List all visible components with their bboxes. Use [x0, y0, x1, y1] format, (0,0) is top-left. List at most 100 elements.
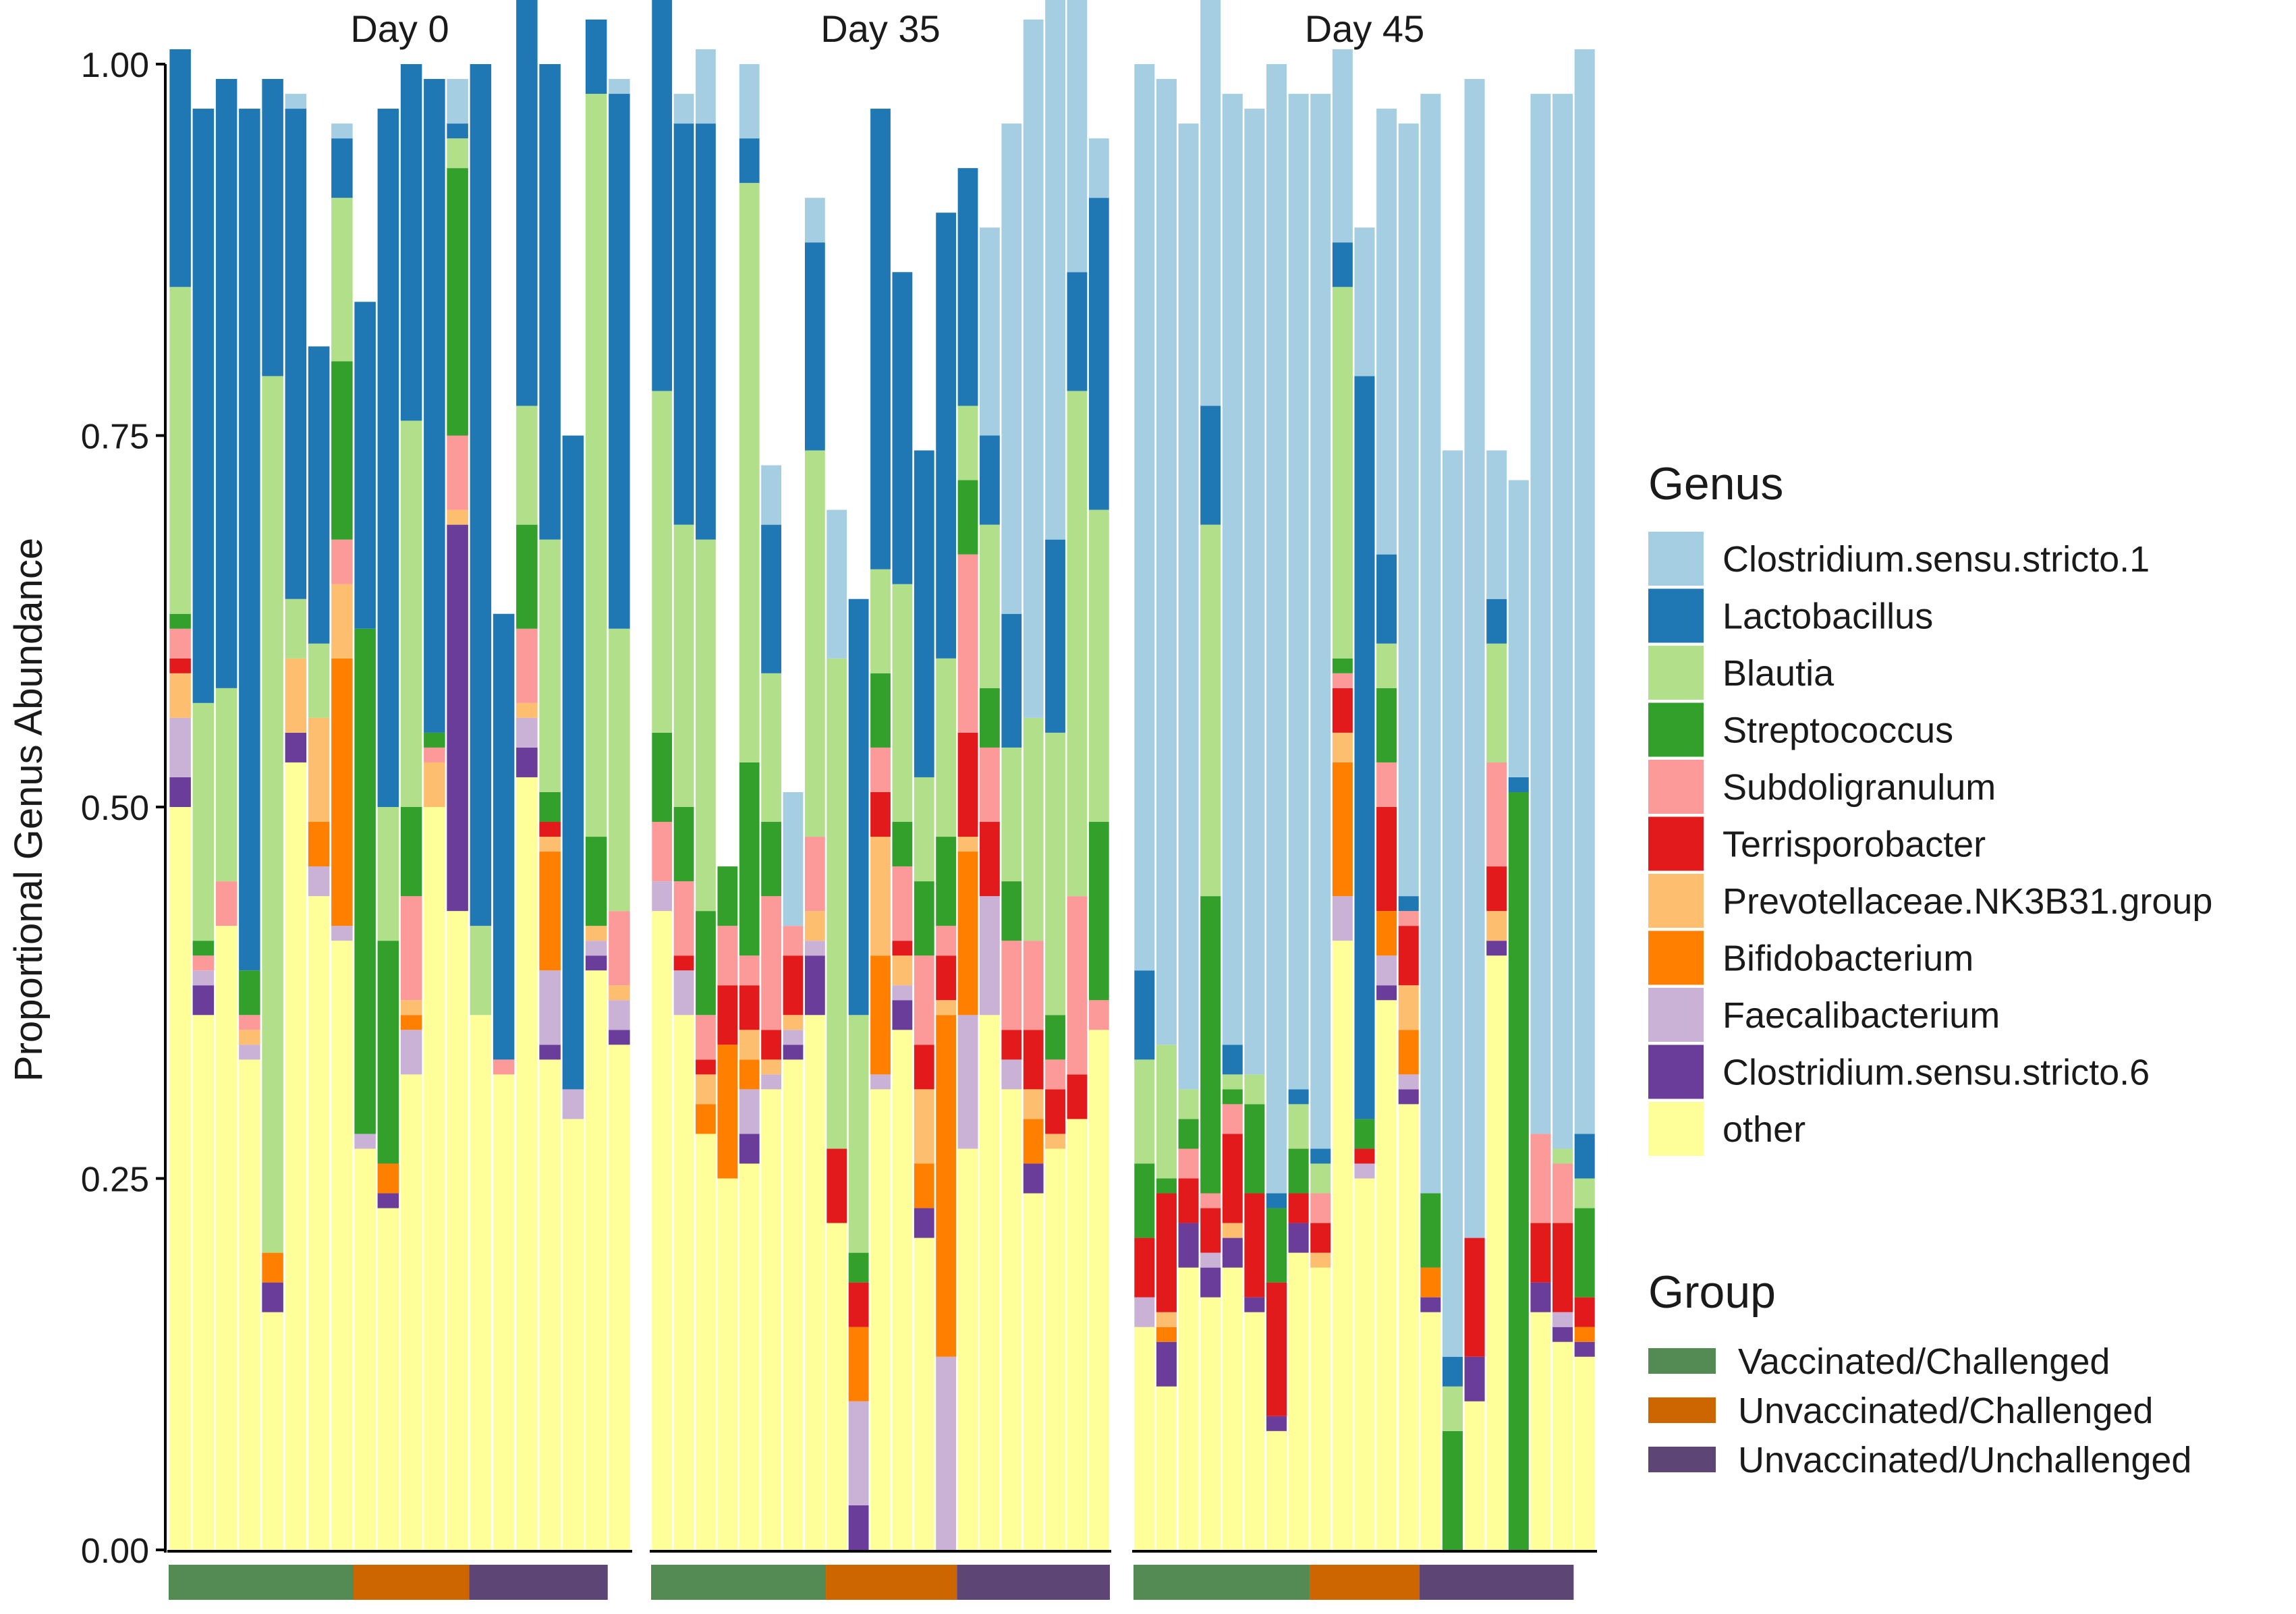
- legend-label-genus: other: [1723, 1109, 1805, 1150]
- bar-segment-streptococcus: [1134, 1163, 1155, 1238]
- legend-label-group: Vaccinated/Challenged: [1738, 1341, 2110, 1382]
- bar-segment-blautia: [400, 420, 422, 807]
- bar-segment-faecalibacterium: [652, 881, 673, 912]
- sample-bar: [1420, 94, 1441, 1550]
- bar-segment-other: [957, 1148, 978, 1550]
- bar-segment-streptococcus: [539, 791, 561, 823]
- bar-segment-prevotellaceae-nk3b31-group: [1310, 1252, 1331, 1268]
- bar-segment-bifidobacterium: [936, 1015, 957, 1357]
- bar-segment-other: [331, 941, 353, 1550]
- legend-key-genus: [1648, 702, 1704, 757]
- bar-segment-subdoligranulum: [696, 1015, 716, 1060]
- bar-segment-terrisporobacter: [761, 1030, 781, 1060]
- legend-label-genus: Streptococcus: [1723, 711, 1953, 751]
- bar-segment-blautia: [761, 673, 781, 823]
- bar-segment-clostridium-sensu-stricto-1: [1354, 227, 1375, 377]
- bar-segment-subdoligranulum: [1178, 1148, 1199, 1179]
- bar-segment-subdoligranulum: [1310, 1193, 1331, 1223]
- bar-segment-lactobacillus: [354, 302, 376, 629]
- bar-segment-terrisporobacter: [1376, 807, 1397, 912]
- bar-segment-terrisporobacter: [1552, 1223, 1573, 1312]
- sample-bar: [1376, 109, 1397, 1550]
- sample-bar: [585, 19, 607, 1550]
- bar-segment-blautia: [1200, 524, 1221, 897]
- sample-bar: [1530, 94, 1551, 1550]
- bar-segment-clostridium-sensu-stricto-1: [761, 465, 781, 525]
- sample-bar: [936, 213, 957, 1550]
- bar-segment-blautia: [331, 198, 353, 362]
- bar-segment-terrisporobacter: [1178, 1178, 1199, 1223]
- bar-segment-other: [1398, 1104, 1419, 1550]
- bar-segment-subdoligranulum: [1530, 1134, 1551, 1223]
- bar-segment-subdoligranulum: [1376, 762, 1397, 807]
- bar-segment-blautia: [169, 287, 191, 614]
- sample-bar: [1067, 0, 1088, 1550]
- sample-bar: [980, 227, 1000, 1550]
- legend-label-group: Unvaccinated/Challenged: [1738, 1391, 2153, 1431]
- legend-key-genus: [1648, 1045, 1704, 1099]
- bar-segment-subdoligranulum: [936, 926, 957, 956]
- bar-segment-lactobacillus: [400, 64, 422, 421]
- bar-segment-other: [285, 762, 307, 1550]
- bar-segment-streptococcus: [1045, 1015, 1065, 1060]
- bar-segment-terrisporobacter: [1310, 1223, 1331, 1253]
- sample-bar: [870, 109, 891, 1550]
- bar-segment-subdoligranulum: [804, 837, 825, 912]
- bar-segment-lactobacillus: [739, 138, 760, 184]
- bar-segment-lactobacillus: [914, 450, 934, 777]
- bar-segment-bifidobacterium: [696, 1104, 716, 1134]
- bar-segment-subdoligranulum: [1045, 1059, 1065, 1090]
- bar-segment-subdoligranulum: [870, 747, 891, 792]
- bar-segment-bifidobacterium: [957, 852, 978, 1015]
- bar-segment-other: [1244, 1312, 1265, 1550]
- legend-key-genus: [1648, 646, 1704, 700]
- bar-segment-terrisporobacter: [1023, 1030, 1044, 1090]
- bar-segment-subdoligranulum: [1486, 762, 1507, 867]
- bar-segment-other: [1464, 1401, 1485, 1550]
- sample-bar: [1442, 450, 1463, 1550]
- bar-segment-faecalibacterium: [936, 1356, 957, 1550]
- bar-segment-other: [308, 896, 330, 1550]
- sample-bar: [562, 435, 584, 1550]
- bar-segment-clostridium-sensu-stricto-6: [516, 747, 538, 777]
- bar-segment-clostridium-sensu-stricto-6: [739, 1134, 760, 1164]
- bar-segment-faecalibacterium: [1398, 1074, 1419, 1090]
- bar-segment-lactobacillus: [1067, 272, 1088, 391]
- group-strip-segment: [1420, 1565, 1574, 1600]
- y-axis-title: Proportional Genus Abundance: [7, 538, 51, 1082]
- bar-segment-other: [1376, 1000, 1397, 1550]
- facets-layer: Day 0 Day 35 Day 45: [167, 0, 1597, 1600]
- bar-segment-clostridium-sensu-stricto-1: [331, 123, 353, 139]
- sample-bar: [1310, 94, 1331, 1550]
- bar-segment-bifidobacterium: [1376, 911, 1397, 956]
- bar-segment-streptococcus: [1266, 1208, 1287, 1283]
- bar-segment-lactobacillus: [239, 109, 260, 971]
- bar-segment-other: [1288, 1252, 1309, 1550]
- bar-segment-faecalibacterium: [539, 970, 561, 1045]
- bar-segment-subdoligranulum: [169, 628, 191, 659]
- bar-segment-streptococcus: [1442, 1430, 1463, 1550]
- bar-segment-subdoligranulum: [783, 926, 804, 956]
- bar-segment-subdoligranulum: [1222, 1104, 1243, 1134]
- group-strip-segment: [957, 1565, 1110, 1600]
- bar-segment-clostridium-sensu-stricto-6: [262, 1282, 283, 1312]
- bar-segment-blautia: [1288, 1104, 1309, 1149]
- legend-label-genus: Faecalibacterium: [1723, 995, 2000, 1036]
- bar-segment-clostridium-sensu-stricto-6: [1574, 1341, 1595, 1357]
- bar-segment-other: [652, 911, 673, 1550]
- bar-segment-bifidobacterium: [848, 1327, 869, 1401]
- bar-segment-other: [783, 1059, 804, 1550]
- bar-segment-other: [1178, 1267, 1199, 1550]
- bar-segment-terrisporobacter: [1134, 1237, 1155, 1298]
- legend-label-genus: Terrisporobacter: [1723, 825, 1986, 865]
- bar-segment-terrisporobacter: [1486, 866, 1507, 912]
- bar-segment-clostridium-sensu-stricto-6: [1266, 1416, 1287, 1431]
- bar-segment-other: [892, 1030, 913, 1550]
- bar-segment-other: [400, 1074, 422, 1550]
- bar-segment-lactobacillus: [848, 599, 869, 1015]
- bar-segment-clostridium-sensu-stricto-6: [848, 1505, 869, 1550]
- bar-segment-terrisporobacter: [1288, 1193, 1309, 1223]
- bar-segment-terrisporobacter: [739, 985, 760, 1030]
- bar-segment-streptococcus: [673, 807, 694, 882]
- bar-segment-subdoligranulum: [1088, 1000, 1109, 1030]
